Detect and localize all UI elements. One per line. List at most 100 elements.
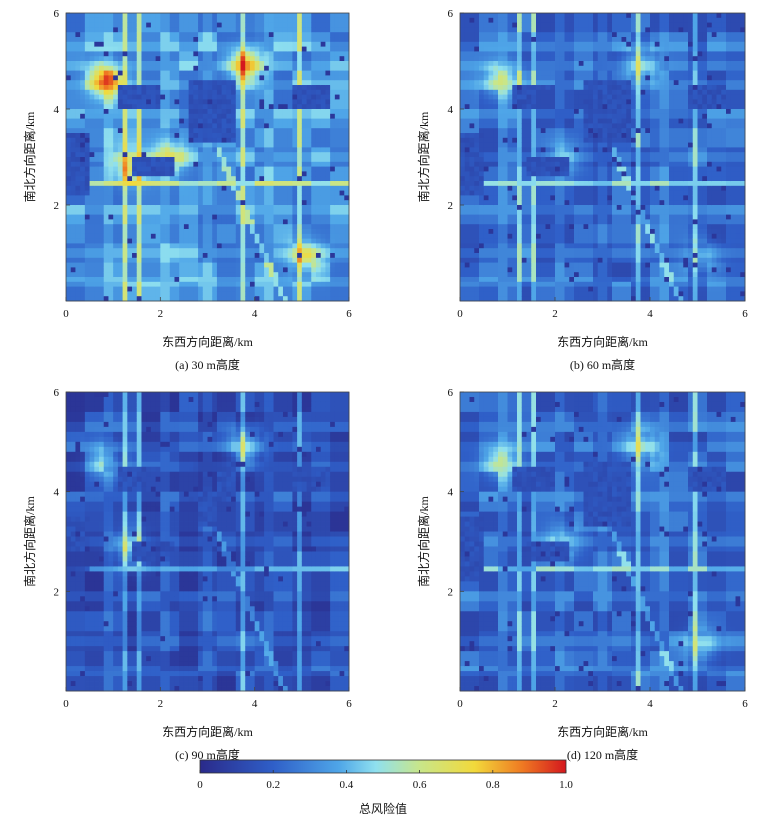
- heatmap-cell: [70, 229, 76, 235]
- heatmap-cell: [339, 13, 345, 19]
- heatmap-cell: [188, 281, 194, 287]
- heatmap-cell: [559, 243, 565, 249]
- heatmap-cell: [132, 56, 138, 62]
- heatmap-cell: [169, 205, 175, 211]
- heatmap-cell: [344, 46, 350, 52]
- heatmap-cell: [179, 166, 185, 172]
- heatmap-cell: [306, 157, 312, 163]
- heatmap-cell: [301, 75, 307, 81]
- heatmap-cell: [221, 281, 227, 287]
- heatmap-cell: [245, 286, 251, 292]
- heatmap-cell: [249, 85, 256, 91]
- heatmap-cell: [136, 56, 142, 62]
- heatmap-cell: [155, 272, 161, 278]
- heatmap-cell: [334, 152, 340, 158]
- heatmap-cell: [278, 80, 284, 86]
- heatmap-cell: [150, 229, 157, 235]
- heatmap-cell: [249, 41, 256, 47]
- heatmap-cell: [84, 147, 90, 153]
- heatmap-cell: [479, 200, 485, 206]
- heatmap-cell: [212, 200, 218, 206]
- heatmap-cell: [174, 75, 180, 81]
- heatmap-cell: [469, 157, 475, 163]
- heatmap-cell: [301, 286, 307, 292]
- heatmap-cell: [334, 267, 340, 273]
- heatmap-cell: [474, 233, 480, 239]
- heatmap-cell: [460, 46, 466, 52]
- heatmap-cell: [146, 104, 152, 110]
- heatmap-cell: [339, 109, 345, 115]
- heatmap-cell: [526, 161, 532, 167]
- heatmap-cell: [113, 27, 119, 33]
- heatmap-cell: [469, 89, 475, 95]
- heatmap-cell: [559, 272, 565, 278]
- heatmap-cell: [259, 46, 265, 52]
- heatmap-cell: [216, 27, 223, 33]
- heatmap-cell: [339, 233, 345, 239]
- heatmap-cell: [169, 65, 175, 71]
- heatmap-cell: [136, 229, 142, 235]
- heatmap-cell: [540, 257, 546, 263]
- heatmap-cell: [198, 137, 204, 143]
- heatmap-cell: [344, 152, 350, 158]
- heatmap-cell: [540, 123, 546, 129]
- heatmap-cell: [502, 104, 508, 110]
- heatmap-cell: [469, 190, 475, 196]
- heatmap-cell: [245, 190, 251, 196]
- heatmap-cell: [502, 224, 508, 230]
- heatmap-cell: [311, 253, 317, 259]
- heatmap-cell: [315, 65, 322, 71]
- heatmap-cell: [141, 176, 147, 182]
- heatmap-cell: [344, 89, 350, 95]
- heatmap-cell: [84, 233, 90, 239]
- heatmap-cell: [559, 205, 565, 211]
- heatmap-cell: [136, 257, 142, 263]
- heatmap-cell: [70, 277, 76, 283]
- heatmap-cell: [498, 99, 504, 105]
- heatmap-cell: [344, 224, 350, 230]
- heatmap-cell: [301, 243, 307, 249]
- heatmap-cell: [507, 272, 513, 278]
- heatmap-cell: [521, 185, 527, 191]
- heatmap-cell: [198, 128, 204, 134]
- heatmap-cell: [268, 32, 274, 38]
- heatmap-cell: [550, 147, 556, 153]
- heatmap-cell: [146, 27, 152, 33]
- heatmap-cell: [103, 233, 109, 239]
- heatmap-cell: [127, 185, 133, 191]
- heatmap-cell: [122, 56, 128, 62]
- heatmap-cell: [245, 32, 251, 38]
- heatmap-cell: [84, 94, 90, 100]
- heatmap-cell: [297, 209, 303, 215]
- heatmap-cell: [311, 286, 317, 292]
- heatmap-cell: [245, 37, 251, 43]
- heatmap-cell: [507, 291, 513, 297]
- heatmap-cell: [264, 200, 270, 206]
- heatmap-cell: [531, 281, 537, 287]
- heatmap-cell: [334, 166, 340, 172]
- heatmap-cell: [464, 281, 470, 287]
- heatmap-cell: [113, 224, 119, 230]
- heatmap-cell: [259, 176, 265, 182]
- heatmap-cell: [330, 224, 336, 230]
- heatmap-cell: [502, 219, 508, 225]
- heatmap-cell: [150, 89, 157, 95]
- heatmap-cell: [226, 229, 232, 235]
- heatmap-cell: [216, 257, 223, 263]
- heatmap-cell: [89, 133, 95, 139]
- heatmap-cell: [212, 22, 218, 28]
- heatmap-cell: [464, 75, 470, 81]
- heatmap-cell: [221, 262, 227, 268]
- heatmap-cell: [70, 123, 76, 129]
- heatmap-cell: [174, 176, 180, 182]
- heatmap-cell: [264, 214, 270, 220]
- heatmap-cell: [89, 17, 95, 23]
- heatmap-cell: [231, 243, 237, 249]
- heatmap-cell: [512, 157, 518, 163]
- heatmap-cell: [249, 176, 256, 182]
- heatmap-cell: [202, 27, 208, 33]
- heatmap-cell: [512, 41, 518, 47]
- heatmap-cell: [498, 37, 504, 43]
- heatmap-cell: [202, 56, 208, 62]
- heatmap-cell: [264, 161, 270, 167]
